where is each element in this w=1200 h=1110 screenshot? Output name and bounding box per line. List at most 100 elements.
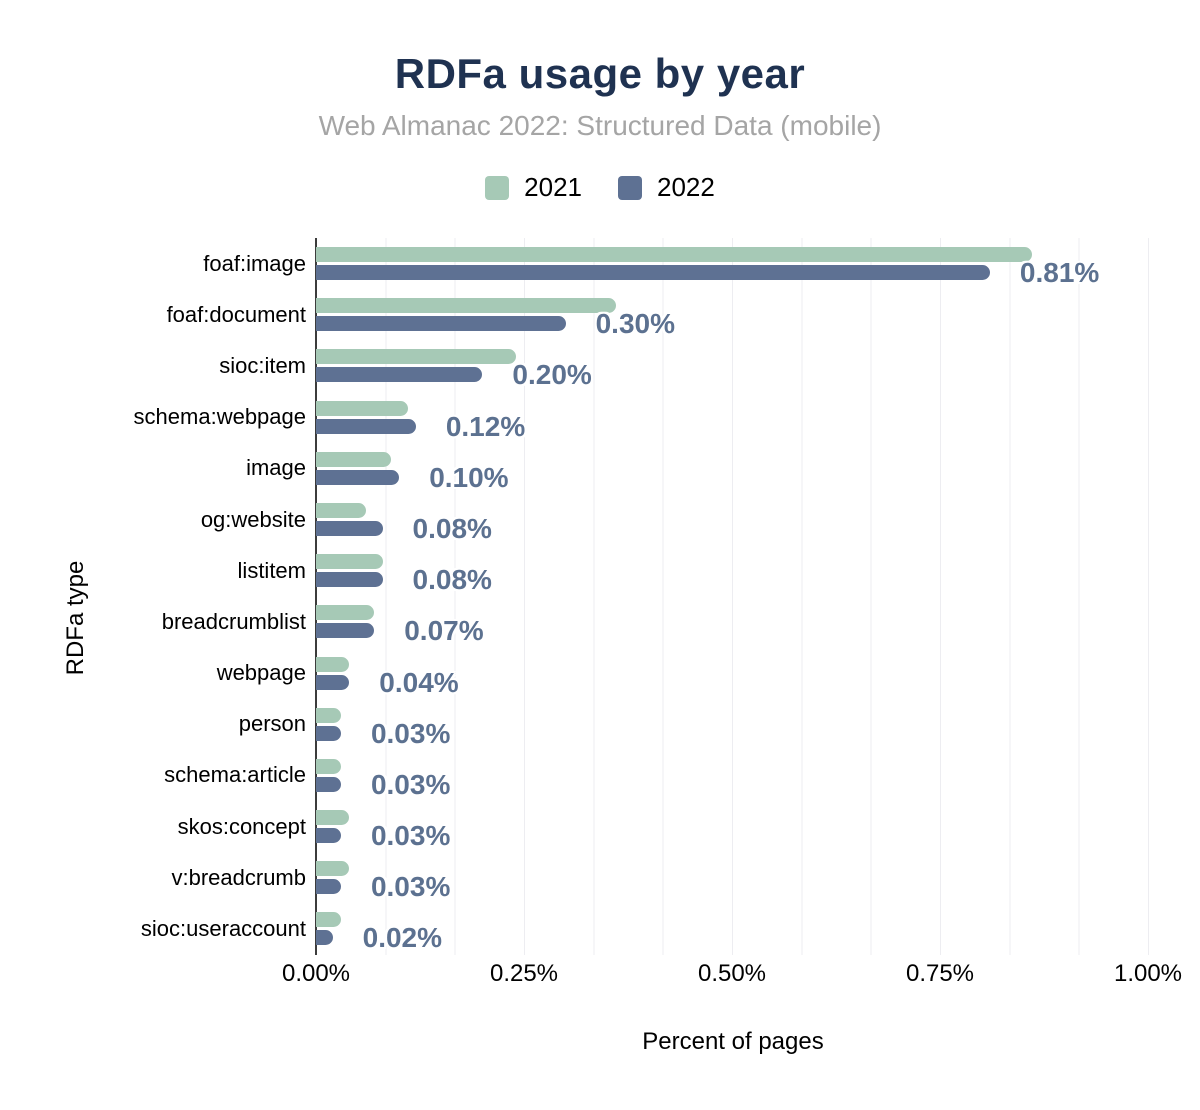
category-label: schema:webpage (133, 404, 306, 430)
bar-group: 0.03% (316, 852, 1156, 903)
category-label: sioc:useraccount (140, 916, 306, 942)
category-label: webpage (216, 660, 306, 686)
bar-group: 0.03% (316, 699, 1156, 750)
bar-2021[interactable] (316, 451, 391, 467)
value-label: 0.03% (370, 820, 451, 852)
bar-2022[interactable] (316, 879, 341, 895)
category-label: sioc:item (219, 352, 306, 378)
value-label: 0.10% (429, 461, 509, 493)
value-label: 0.02% (362, 922, 443, 954)
value-label: 0.03% (370, 871, 451, 903)
chart-row: sioc:item 0.20% (0, 340, 1156, 391)
category-label: v:breadcrumb (171, 864, 306, 890)
bar-2022[interactable] (316, 367, 483, 383)
bar-2021[interactable] (316, 912, 341, 928)
chart-row: foaf:image 0.81% (0, 238, 1156, 289)
bar-2021[interactable] (316, 656, 350, 672)
legend-label-2021: 2021 (524, 172, 582, 202)
value-label: 0.07% (404, 615, 484, 647)
chart-row: listitem 0.08% (0, 545, 1156, 596)
chart-row: breadcrumblist 0.07% (0, 596, 1156, 647)
bar-2022[interactable] (316, 776, 341, 792)
bar-group: 0.81% (316, 238, 1156, 289)
bar-2021[interactable] (316, 554, 383, 570)
bar-2021[interactable] (316, 349, 516, 365)
legend-label-2022: 2022 (657, 172, 715, 202)
category-label: foaf:document (166, 301, 306, 327)
bar-2022[interactable] (316, 520, 383, 536)
category-label: og:website (200, 506, 306, 532)
x-axis-title: Percent of pages (642, 1028, 824, 1055)
bar-2022[interactable] (316, 572, 383, 588)
bar-group: 0.20% (316, 340, 1156, 391)
bar-group: 0.02% (316, 903, 1156, 954)
x-tick: 0.75% (905, 960, 975, 987)
value-label: 0.30% (595, 308, 675, 340)
bar-2021[interactable] (316, 861, 350, 877)
bar-2021[interactable] (316, 605, 375, 621)
chart-row: webpage 0.04% (0, 648, 1156, 699)
bar-group: 0.08% (316, 545, 1156, 596)
bar-2021[interactable] (316, 298, 616, 314)
category-label: skos:concept (177, 813, 306, 839)
bar-2021[interactable] (316, 502, 366, 518)
bar-group: 0.03% (316, 750, 1156, 801)
bar-2022[interactable] (316, 828, 341, 844)
category-label: image (246, 455, 306, 481)
chart-row: og:website 0.08% (0, 494, 1156, 545)
bar-group: 0.10% (316, 443, 1156, 494)
y-axis-title: RDFa type (62, 560, 89, 676)
legend: 2021 2022 (0, 172, 1200, 203)
bar-2022[interactable] (316, 469, 400, 485)
chart-row: foaf:document 0.30% (0, 289, 1156, 340)
category-label: schema:article (164, 762, 306, 788)
value-label: 0.08% (412, 512, 492, 544)
bar-group: 0.08% (316, 494, 1156, 545)
bar-2022[interactable] (316, 930, 333, 946)
chart-subtitle: Web Almanac 2022: Structured Data (mobil… (318, 110, 882, 141)
x-axis-ticks: 0.00% 0.25% 0.50% 0.75% 1.00% (282, 960, 1182, 990)
bar-2021[interactable] (316, 758, 341, 774)
bar-2022[interactable] (316, 316, 566, 332)
bar-2022[interactable] (316, 674, 350, 690)
legend-swatch-2021 (485, 175, 510, 200)
chart-row: sioc:useraccount 0.02% (0, 903, 1156, 954)
bar-2022[interactable] (316, 725, 341, 741)
bar-2022[interactable] (316, 623, 375, 639)
value-label: 0.03% (370, 768, 451, 800)
y-axis-line (315, 238, 317, 955)
chart-title: RDFa usage by year (394, 50, 806, 97)
bar-2021[interactable] (316, 810, 350, 826)
bar-group: 0.03% (316, 801, 1156, 852)
chart-row: skos:concept 0.03% (0, 801, 1156, 852)
legend-item-2021[interactable]: 2021 (485, 172, 582, 203)
value-label: 0.08% (412, 564, 492, 596)
bar-2021[interactable] (316, 247, 1032, 262)
category-label: breadcrumblist (161, 608, 306, 634)
bar-2021[interactable] (316, 707, 341, 723)
legend-swatch-2022 (618, 175, 642, 200)
bar-rows: foaf:image 0.81% foaf:document 0.30% sioc:it… (0, 238, 1156, 955)
bar-group: 0.30% (316, 289, 1156, 340)
chart-row: image 0.10% (0, 443, 1156, 494)
value-label: 0.81% (1019, 257, 1100, 288)
category-label: listitem (237, 557, 306, 583)
x-tick: 0.50% (697, 960, 767, 987)
value-label: 0.12% (445, 410, 526, 442)
legend-item-2022[interactable]: 2022 (618, 172, 715, 203)
chart-row: person 0.03% (0, 699, 1156, 750)
bar-2021[interactable] (316, 400, 408, 416)
x-tick: 0.25% (489, 960, 559, 987)
bar-group: 0.04% (316, 648, 1156, 699)
chart-row: v:breadcrumb 0.03% (0, 852, 1156, 903)
x-tick: 0.00% (281, 960, 351, 987)
value-label: 0.03% (370, 717, 451, 749)
value-label: 0.04% (379, 666, 459, 698)
bar-2022[interactable] (316, 418, 416, 434)
category-label: person (238, 711, 306, 737)
category-label: foaf:image (203, 250, 306, 276)
bar-group: 0.07% (316, 596, 1156, 647)
bar-2022[interactable] (316, 265, 990, 280)
x-tick: 1.00% (1113, 960, 1183, 987)
